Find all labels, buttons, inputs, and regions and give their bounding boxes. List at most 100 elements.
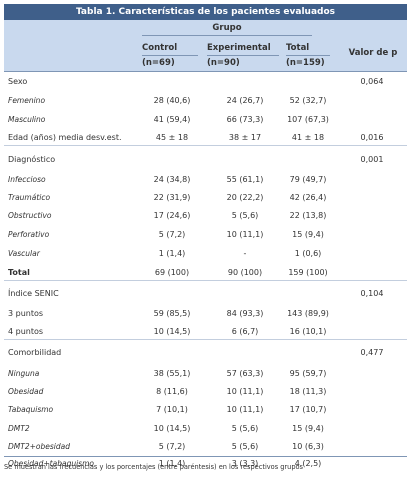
table-row: DMT2+obesidad 5 (7,2) 5 (5,6) 10 (6,3) [4, 439, 407, 455]
row-label: Obstructivo [8, 211, 52, 220]
row-total: 159 (100) [288, 268, 328, 277]
row-label: Vascular [8, 249, 40, 258]
table-row: 4 puntos 10 (14,5) 6 (6,7) 16 (10,1) [4, 324, 407, 340]
row-pvalue: 0,001 [360, 155, 384, 164]
row-label: Sexo [8, 77, 28, 86]
row-experimental: 5 (5,6) [231, 442, 259, 451]
characteristics-table: Tabla 1. Características de los paciente… [4, 4, 407, 468]
row-experimental: 10 (11,1) [226, 230, 264, 239]
row-total: 95 (59,7) [289, 369, 327, 378]
row-experimental: 6 (6,7) [231, 327, 259, 336]
row-pvalue: 0,104 [360, 289, 384, 298]
table-row: Traumático 22 (31,9) 20 (22,2) 42 (26,4) [4, 190, 407, 206]
row-control: 22 (31,9) [153, 193, 191, 202]
table-body: Sexo 0,064 Femenino 28 (40,6) 24 (26,7) … [4, 72, 407, 468]
row-total: 10 (6,3) [292, 442, 324, 451]
row-label: Obesidad [8, 387, 44, 396]
row-label: 4 puntos [8, 327, 44, 336]
control-label: Control [142, 43, 178, 53]
row-label: Perforativo [8, 230, 50, 239]
table-row: Comorbilidad 0,477 [4, 345, 407, 361]
row-total: 1 (0,6) [294, 249, 322, 258]
row-experimental: 5 (5,6) [231, 211, 259, 220]
row-experimental: 55 (61,1) [226, 175, 264, 184]
row-total: 107 (67,3) [287, 115, 329, 124]
row-control: 69 (100) [154, 268, 190, 277]
row-experimental: 20 (22,2) [226, 193, 264, 202]
row-control: 10 (14,5) [153, 424, 191, 433]
table-row: Edad (años) media desv.est. 45 ± 18 38 ±… [4, 130, 407, 146]
table-bottom-rule [4, 456, 407, 457]
row-pvalue: 0,477 [360, 348, 384, 357]
row-control: 41 (59,4) [153, 115, 191, 124]
table-row: Total 69 (100) 90 (100) 159 (100) [4, 265, 407, 281]
row-control: 5 (7,2) [158, 442, 186, 451]
row-label: Femenino [8, 96, 46, 105]
group-header: Grupo [212, 23, 242, 33]
row-experimental: 24 (26,7) [226, 96, 264, 105]
row-label: DMT2 [8, 424, 30, 433]
control-column-header: Control (n=69) [142, 41, 198, 70]
row-label: Tabaquismo [8, 405, 54, 414]
row-label: Ninguna [8, 369, 40, 378]
row-total: 16 (10,1) [289, 327, 327, 336]
row-experimental: 5 (5,6) [231, 424, 259, 433]
row-total: 41 ± 18 [291, 133, 325, 142]
row-label: Traumático [8, 193, 51, 202]
experimental-n: (n=90) [207, 55, 279, 70]
row-control: 38 (55,1) [153, 369, 191, 378]
row-control: 1 (1,4) [158, 249, 186, 258]
row-total: 15 (9,4) [292, 424, 324, 433]
row-label: Índice SENIC [8, 289, 59, 298]
row-total: 22 (13,8) [289, 211, 327, 220]
table-header: Grupo Control (n=69) Experimental (n=90)… [4, 20, 407, 72]
row-total: 42 (26,4) [289, 193, 327, 202]
table-row: Diagnóstico 0,001 [4, 152, 407, 168]
total-n: (n=159) [286, 55, 330, 70]
row-label: 3 puntos [8, 309, 44, 318]
row-total: 52 (32,7) [289, 96, 327, 105]
row-label: DMT2+obesidad [8, 442, 70, 451]
row-total: 143 (89,9) [287, 309, 329, 318]
row-total: 4 (2,5) [294, 459, 322, 468]
row-label: Comorbilidad [8, 348, 62, 357]
table-row: 3 puntos 59 (85,5) 84 (93,3) 143 (89,9) [4, 306, 407, 322]
table-row: Infeccioso 24 (34,8) 55 (61,1) 79 (49,7) [4, 172, 407, 188]
row-control: 1 (1,4) [158, 459, 186, 468]
row-pvalue: 0,016 [360, 133, 384, 142]
row-experimental: 90 (100) [227, 268, 263, 277]
table-row: Tabaquismo 7 (10,1) 10 (11,1) 17 (10,7) [4, 402, 407, 418]
row-control: 17 (24,6) [153, 211, 191, 220]
total-column-header: Total (n=159) [286, 41, 330, 70]
table-footnote: Se muestran las frecuencias y los porcen… [4, 463, 303, 471]
row-control: 7 (10,1) [156, 405, 188, 414]
row-control: 5 (7,2) [158, 230, 186, 239]
table-row: Obesidad+tabaquismo 1 (1,4) 3 (3,3) 4 (2… [4, 456, 407, 472]
row-total: 15 (9,4) [292, 230, 324, 239]
row-total: 17 (10,7) [289, 405, 327, 414]
row-experimental: 66 (73,3) [226, 115, 264, 124]
control-n: (n=69) [142, 55, 198, 70]
experimental-column-header: Experimental (n=90) [207, 41, 279, 70]
row-control: 24 (34,8) [153, 175, 191, 184]
row-control: 59 (85,5) [153, 309, 191, 318]
row-label: Diagnóstico [8, 155, 56, 164]
total-label: Total [286, 43, 310, 53]
row-pvalue: 0,064 [360, 77, 384, 86]
row-experimental: 10 (11,1) [226, 405, 264, 414]
row-label: Edad (años) media desv.est. [8, 133, 122, 142]
table-row: Sexo 0,064 [4, 74, 407, 90]
row-experimental: 84 (93,3) [226, 309, 264, 318]
table-row: Índice SENIC 0,104 [4, 286, 407, 302]
group-divider [142, 35, 312, 36]
table-row: Perforativo 5 (7,2) 10 (11,1) 15 (9,4) [4, 227, 407, 243]
table-row: Vascular 1 (1,4) - 1 (0,6) [4, 246, 407, 262]
table-row: Obstructivo 17 (24,6) 5 (5,6) 22 (13,8) [4, 208, 407, 224]
row-experimental: 3 (3,3) [231, 459, 259, 468]
table-row: Masculino 41 (59,4) 66 (73,3) 107 (67,3) [4, 112, 407, 128]
table-title: Tabla 1. Características de los paciente… [4, 4, 407, 20]
row-control: 10 (14,5) [153, 327, 191, 336]
table-row: Femenino 28 (40,6) 24 (26,7) 52 (32,7) [4, 93, 407, 109]
row-control: 28 (40,6) [153, 96, 191, 105]
row-control: 45 ± 18 [155, 133, 189, 142]
